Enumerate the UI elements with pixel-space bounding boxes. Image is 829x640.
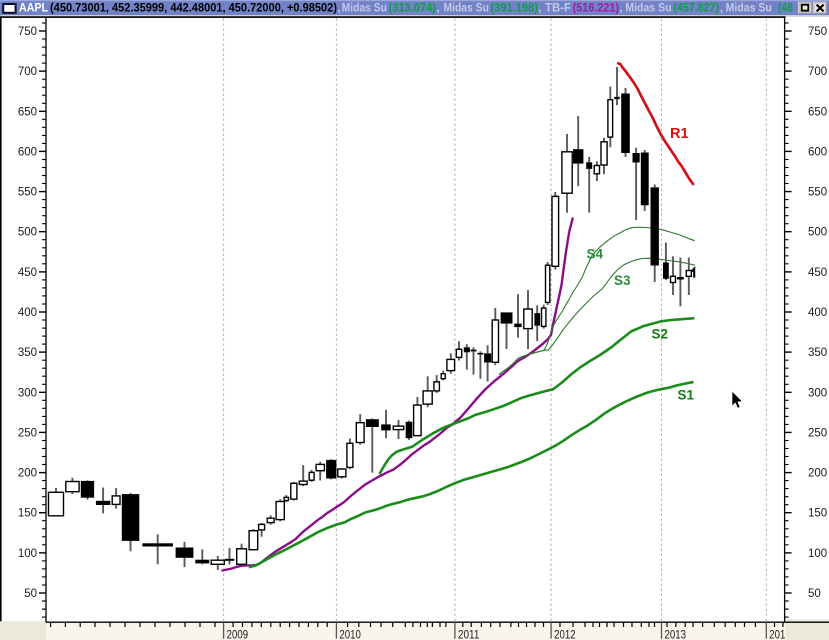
svg-text:650: 650 [808, 106, 827, 118]
svg-text:250: 250 [808, 427, 827, 439]
svg-text:(450.73001, 452.35999, 442.480: (450.73001, 452.35999, 442.48001, 450.72… [50, 3, 337, 15]
svg-text:350: 350 [18, 347, 37, 359]
svg-text:Midas Su: Midas Su [726, 3, 772, 15]
svg-text:201: 201 [769, 630, 785, 640]
svg-text:750: 750 [18, 26, 37, 38]
svg-text:700: 700 [18, 66, 37, 78]
svg-text:500: 500 [18, 227, 37, 239]
svg-text:Midas Su: Midas Su [444, 3, 489, 15]
svg-text:S4: S4 [587, 247, 604, 262]
svg-text:150: 150 [808, 508, 827, 520]
svg-text:600: 600 [808, 146, 827, 158]
svg-text:AAPL: AAPL [19, 3, 48, 15]
svg-text:200: 200 [808, 468, 827, 480]
svg-text:550: 550 [18, 187, 37, 199]
svg-text:2009: 2009 [227, 630, 249, 640]
svg-text:550: 550 [808, 187, 827, 199]
svg-text:350: 350 [808, 347, 827, 359]
svg-text:700: 700 [808, 66, 827, 78]
svg-text:750: 750 [808, 26, 827, 38]
svg-text:Midas Su: Midas Su [625, 3, 671, 15]
svg-text:500: 500 [808, 227, 827, 239]
svg-text:Midas Su: Midas Su [342, 3, 387, 15]
svg-text:(457.827): (457.827) [674, 3, 720, 15]
svg-text:R1: R1 [670, 126, 689, 142]
svg-text:TB-F: TB-F [545, 3, 571, 15]
svg-text:300: 300 [18, 387, 37, 399]
svg-text:,: , [338, 3, 341, 15]
svg-text:400: 400 [18, 307, 37, 319]
svg-text:100: 100 [808, 548, 827, 560]
svg-text:100: 100 [18, 548, 37, 560]
svg-text:S1: S1 [678, 388, 695, 403]
svg-text:,: , [436, 3, 439, 15]
svg-text:(391.198): (391.198) [491, 3, 539, 15]
svg-text:2011: 2011 [458, 630, 480, 640]
svg-text:S2: S2 [652, 327, 669, 342]
svg-text:,: , [720, 3, 723, 15]
svg-text:450: 450 [18, 267, 37, 279]
svg-text:650: 650 [18, 106, 37, 118]
svg-text:300: 300 [808, 387, 827, 399]
svg-text:400: 400 [808, 307, 827, 319]
svg-text:200: 200 [18, 468, 37, 480]
svg-text:(48: (48 [778, 3, 794, 15]
svg-text:450: 450 [808, 267, 827, 279]
svg-text:(516.221): (516.221) [573, 3, 619, 15]
svg-text:(313.074): (313.074) [389, 3, 437, 15]
svg-text:2012: 2012 [554, 630, 576, 640]
svg-text:,: , [538, 3, 541, 15]
svg-text:150: 150 [18, 508, 37, 520]
svg-text:S3: S3 [614, 273, 631, 288]
svg-text:50: 50 [808, 588, 821, 600]
svg-text:2013: 2013 [665, 630, 687, 640]
svg-text:600: 600 [18, 146, 37, 158]
svg-text:50: 50 [24, 588, 37, 600]
svg-text:2010: 2010 [339, 630, 361, 640]
svg-text:,: , [619, 3, 622, 15]
svg-text:250: 250 [18, 427, 37, 439]
